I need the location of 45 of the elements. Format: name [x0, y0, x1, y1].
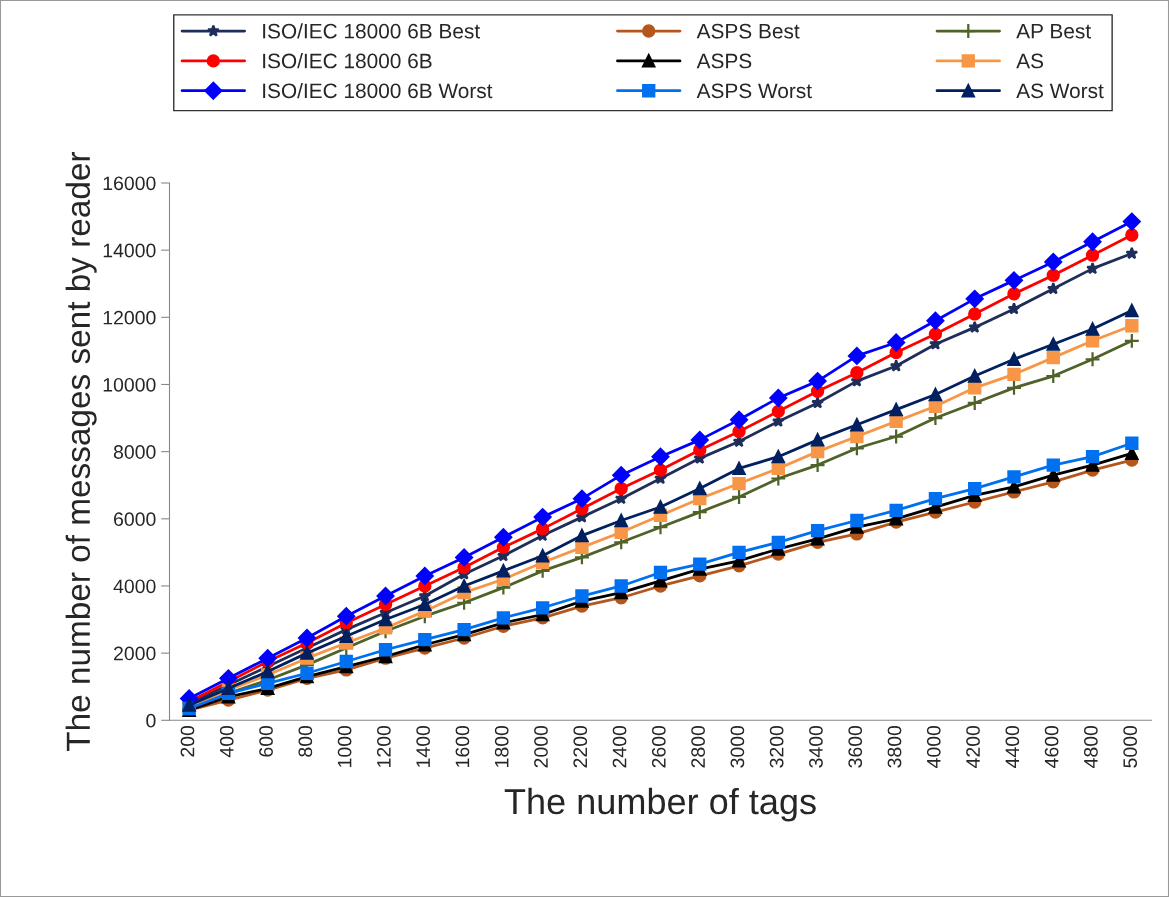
x-tick-label: 400 [219, 725, 234, 758]
x-axis-title: The number of tags [504, 787, 816, 822]
x-tick-label: 1400 [416, 725, 431, 767]
legend-label: ISO/IEC 18000 6B Worst [263, 82, 493, 99]
y-tick-label: 4000 [113, 579, 156, 594]
x-tick-label: 3400 [809, 725, 823, 768]
y-tick-label: 2000 [114, 646, 156, 661]
x-tick-label: 2800 [691, 725, 705, 768]
x-tick-label: 4400 [1005, 725, 1020, 768]
legend-label: AS [1016, 53, 1044, 69]
legend-label: AS Worst [1016, 83, 1104, 99]
x-tick-label: 600 [259, 725, 273, 757]
x-tick-label: 4800 [1084, 725, 1098, 768]
x-tick-label: 1600 [455, 725, 470, 767]
y-tick-label: 8000 [113, 445, 156, 459]
x-tick-label: 2600 [651, 725, 666, 768]
x-tick-label: 200 [180, 725, 195, 757]
y-tick-label: 0 [146, 713, 156, 728]
legend-label: ISO/IEC 18000 6B Best [263, 23, 480, 39]
legend-label: ASPS [696, 53, 752, 69]
x-tick-label: 3200 [769, 725, 784, 768]
x-tick-label: 2400 [612, 725, 627, 768]
legend-label: AP Best [1016, 24, 1091, 39]
x-tick-label: 3600 [848, 725, 863, 768]
x-tick-label: 5000 [1123, 725, 1138, 768]
x-tick-label: 2000 [534, 725, 548, 768]
y-tick-label: 10000 [103, 377, 156, 392]
x-tick-label: 1200 [376, 725, 391, 767]
y-tick-label: 12000 [103, 310, 156, 325]
x-tick-label: 1800 [494, 725, 509, 767]
y-tick-label: 14000 [103, 243, 156, 258]
y-tick-label: 6000 [114, 512, 156, 527]
x-tick-label: 3000 [730, 725, 745, 768]
y-tick-label: 16000 [103, 176, 156, 191]
x-tick-label: 3800 [887, 725, 902, 768]
y-axis-title: The number of messages sent by reader [65, 152, 97, 752]
x-tick-label: 800 [298, 725, 313, 757]
legend-label: ASPS Worst [696, 83, 812, 99]
x-tick-label: 2200 [573, 725, 588, 768]
x-tick-label: 4000 [926, 725, 941, 768]
x-tick-label: 1000 [337, 725, 352, 767]
legend-label: ISO/IEC 18000 6B [263, 53, 432, 69]
x-tick-label: 4600 [1044, 725, 1059, 768]
legend-label: ASPS Best [696, 23, 800, 39]
x-tick-label: 4200 [966, 725, 980, 768]
